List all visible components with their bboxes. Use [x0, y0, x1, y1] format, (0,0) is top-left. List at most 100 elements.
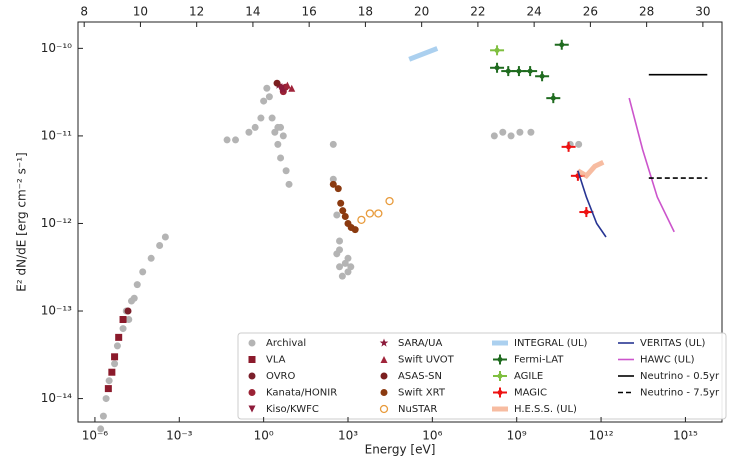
- data-point: [282, 167, 290, 175]
- data-point: [115, 333, 123, 341]
- plus-dot: [566, 144, 572, 150]
- data-point: [251, 123, 259, 131]
- data-point: [523, 66, 538, 77]
- legend-label: Kiso/KWFC: [266, 404, 319, 415]
- series-line: [628, 97, 675, 233]
- data-point: [490, 62, 505, 73]
- data-point: [156, 242, 164, 250]
- plot-frame: [77, 21, 723, 423]
- data-point: [535, 71, 550, 82]
- legend-swatch: [379, 338, 389, 347]
- data-point: [575, 140, 583, 148]
- legend-swatch: [248, 356, 256, 363]
- y-tick-label: 10⁻¹¹: [41, 128, 72, 142]
- plus-dot: [583, 209, 589, 215]
- legend-swatch: [493, 387, 507, 398]
- legend-swatch: [248, 405, 256, 413]
- data-point: [130, 294, 138, 302]
- data-point: [245, 128, 253, 136]
- legend-label: VERITAS (UL): [640, 338, 706, 349]
- data-point: [113, 342, 121, 350]
- data-point: [147, 254, 155, 262]
- legend-label: SARA/UA: [398, 338, 442, 349]
- data-point: [339, 207, 347, 215]
- data-point: [336, 246, 344, 254]
- data-point: [119, 316, 127, 324]
- x2-tick-label: 30: [695, 5, 710, 19]
- legend-label: OVRO: [266, 371, 295, 382]
- legend-label: MAGIC: [514, 388, 547, 399]
- data-point: [283, 81, 291, 89]
- legend-swatch: [379, 404, 389, 414]
- data-point: [288, 84, 296, 92]
- data-point: [347, 263, 355, 271]
- data-point: [102, 395, 110, 403]
- x-tick-label: 10¹⁵: [673, 429, 698, 443]
- data-point: [336, 237, 344, 245]
- legend-swatch: [248, 372, 256, 380]
- x-tick-label: 10⁰: [254, 429, 274, 443]
- legend-swatch: [248, 339, 256, 347]
- plus-dot: [505, 68, 511, 74]
- data-point: [279, 132, 287, 140]
- legend-label: INTEGRAL (UL): [514, 338, 588, 349]
- plus-dot: [516, 68, 522, 74]
- data-point: [277, 154, 285, 162]
- x2-tick-label: 28: [639, 5, 654, 19]
- data-point: [105, 377, 113, 385]
- plus-dot: [497, 373, 503, 379]
- legend-label: NuSTAR: [398, 404, 437, 415]
- legend-label: H.E.S.S. (UL): [514, 404, 577, 415]
- x-tick-label: 10⁻⁶: [82, 429, 109, 443]
- data-point: [579, 207, 594, 218]
- legend-label: HAWC (UL): [640, 355, 695, 366]
- data-point: [111, 353, 119, 361]
- series-line: [408, 46, 439, 62]
- x2-tick-label: 26: [583, 5, 598, 19]
- data-point: [104, 385, 112, 393]
- data-point: [279, 84, 288, 93]
- data-point: [546, 93, 561, 104]
- data-point: [554, 39, 569, 50]
- data-point: [133, 281, 141, 289]
- legend-label: Neutrino - 0.5yr: [640, 371, 720, 382]
- data-point: [329, 175, 337, 183]
- x-tick-label: 10¹²: [589, 429, 614, 443]
- legend-label: Neutrino - 7.5yr: [640, 388, 720, 399]
- legend-label: Kanata/HONIR: [266, 388, 337, 399]
- legend-swatch: [493, 354, 507, 365]
- legend-label: VLA: [266, 355, 286, 366]
- x-tick-label: 10⁹: [507, 429, 527, 443]
- legend-swatch: [380, 389, 388, 396]
- data-point: [490, 132, 498, 140]
- plus-dot: [497, 357, 503, 362]
- data-point: [329, 180, 337, 188]
- data-point: [277, 123, 285, 131]
- data-point: [260, 97, 268, 105]
- data-point: [516, 128, 524, 136]
- data-point: [257, 114, 265, 122]
- legend-swatch: [380, 372, 388, 380]
- x2-tick-label: 10: [133, 5, 148, 19]
- y-axis-label: E² dN/dE [erg cm⁻² s⁻¹]: [15, 152, 29, 291]
- plus-dot: [494, 47, 500, 53]
- data-point: [357, 215, 366, 224]
- x2-tick-label: 16: [302, 5, 317, 19]
- series-line: [576, 160, 605, 179]
- x-axis-label: Energy [eV]: [365, 443, 436, 457]
- x2-tick-label: 14: [245, 5, 260, 19]
- plus-dot: [550, 95, 556, 101]
- legend-label: ASAS-SN: [398, 371, 442, 382]
- data-point: [139, 268, 147, 276]
- data-point: [232, 136, 240, 144]
- data-point: [365, 209, 375, 218]
- data-point: [507, 132, 515, 140]
- data-point: [273, 79, 281, 87]
- legend-box: [237, 332, 727, 420]
- data-point: [374, 209, 383, 218]
- plus-dot: [527, 68, 533, 74]
- data-point: [527, 128, 535, 136]
- legend-swatch: [248, 389, 256, 396]
- y-tick-label: 10⁻¹²: [41, 216, 72, 230]
